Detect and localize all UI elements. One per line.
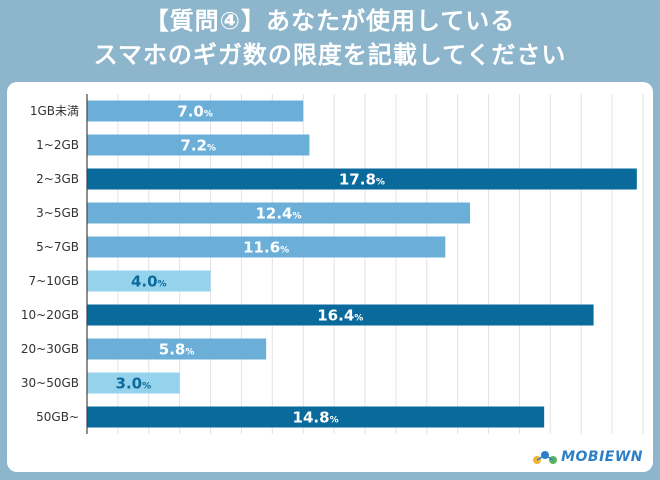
data-label: 14.8% xyxy=(293,409,339,427)
data-label: 11.6% xyxy=(243,239,289,257)
title-line-1: 【質問④】あなたが使用している xyxy=(144,7,516,35)
logo-text: MOBIEWN xyxy=(561,449,643,465)
bar xyxy=(87,202,471,224)
category-label: 20~30GB xyxy=(21,342,79,356)
category-label: 5~7GB xyxy=(36,240,79,254)
title-line-2: スマホのギガ数の限度を記載してください xyxy=(93,41,567,69)
bar xyxy=(87,304,594,326)
brand-logo: MOBIEWN xyxy=(532,448,643,466)
data-label: 7.2% xyxy=(180,137,216,155)
category-label: 30~50GB xyxy=(21,376,79,390)
category-label: 10~20GB xyxy=(21,308,79,322)
bar xyxy=(87,134,310,156)
bar xyxy=(87,372,180,394)
bar-chart: 1GB未満 7.0% 1~2GB 7.2% 2~3GB 17.8% 3~5GB 12.4% 5~… xyxy=(21,94,644,434)
logo-icon xyxy=(533,451,558,464)
bar xyxy=(87,270,211,292)
data-label: 4.0% xyxy=(131,273,167,291)
data-label: 16.4% xyxy=(317,307,363,325)
chart-title: 【質問④】あなたが使用している スマホのギガ数の限度を記載してください xyxy=(0,4,660,72)
bar xyxy=(87,338,267,360)
category-label: 1GB未満 xyxy=(30,104,79,118)
chart-panel: 1GB未満 7.0% 1~2GB 7.2% 2~3GB 17.8% 3~5GB 12.4% 5~… xyxy=(7,82,653,472)
bar xyxy=(87,236,446,258)
data-label: 7.0% xyxy=(177,103,213,121)
data-label: 3.0% xyxy=(116,375,152,393)
bar xyxy=(87,168,637,190)
data-label: 12.4% xyxy=(255,205,301,223)
bar xyxy=(87,406,545,428)
data-label: 17.8% xyxy=(339,171,385,189)
bar xyxy=(87,100,304,122)
category-label: 3~5GB xyxy=(36,206,79,220)
category-label: 1~2GB xyxy=(36,138,79,152)
category-label: 7~10GB xyxy=(29,274,80,288)
category-label: 50GB~ xyxy=(36,410,79,424)
data-label: 5.8% xyxy=(159,341,195,359)
category-label: 2~3GB xyxy=(36,172,79,186)
